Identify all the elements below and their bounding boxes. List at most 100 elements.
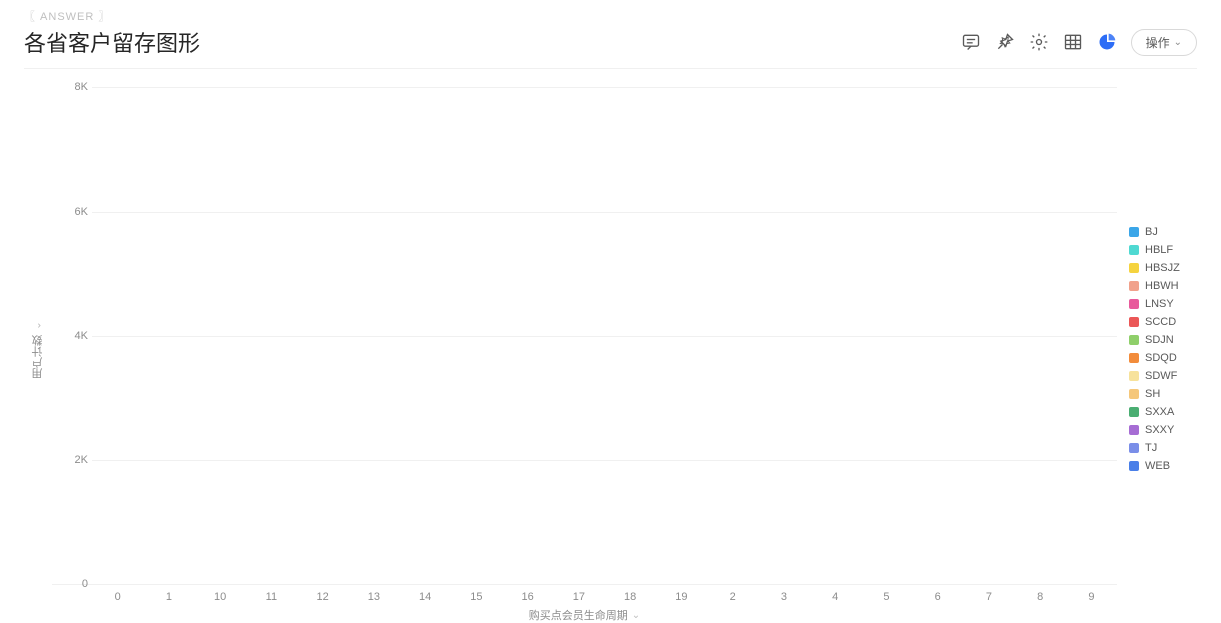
x-tick-label: 12	[297, 585, 348, 603]
legend-item[interactable]: SXXA	[1129, 406, 1197, 418]
legend-item[interactable]: SDQD	[1129, 352, 1197, 364]
legend-item[interactable]: HBWH	[1129, 280, 1197, 292]
legend-swatch	[1129, 263, 1139, 273]
grid-line	[92, 212, 1117, 213]
pin-icon[interactable]	[995, 32, 1015, 52]
legend-swatch	[1129, 335, 1139, 345]
legend-item[interactable]: SDWF	[1129, 370, 1197, 382]
bar-slot	[348, 75, 399, 584]
yaxis-label[interactable]: 用户计数 ⌄	[30, 320, 46, 379]
yaxis-label-col: 用户计数 ⌄	[24, 75, 52, 623]
chart-icon[interactable]	[1097, 32, 1117, 52]
bar-slot	[451, 75, 502, 584]
x-ticks: 011011121314151617181923456789	[92, 585, 1117, 603]
chevron-down-icon: ⌄	[32, 321, 43, 329]
legend-label: SXXA	[1145, 406, 1174, 418]
x-tick-label: 9	[1066, 585, 1117, 603]
y-tick-label: 6K	[52, 206, 88, 218]
bar-slot	[1015, 75, 1066, 584]
plot-area: 02K4K6K8K	[52, 75, 1117, 585]
chevron-down-icon: ⌄	[1174, 37, 1182, 48]
bar-slot	[963, 75, 1014, 584]
bar-slot	[656, 75, 707, 584]
legend-label: SCCD	[1145, 316, 1176, 328]
x-tick-label: 16	[502, 585, 553, 603]
y-tick-label: 2K	[52, 454, 88, 466]
bar-slot	[861, 75, 912, 584]
legend-label: SDQD	[1145, 352, 1177, 364]
chart: 用户计数 ⌄ 02K4K6K8K 01101112131415161718192…	[24, 75, 1197, 623]
legend-label: SDJN	[1145, 334, 1174, 346]
x-tick-label: 4	[810, 585, 861, 603]
bar-slot	[707, 75, 758, 584]
bar-slot	[92, 75, 143, 584]
xaxis-label[interactable]: 购买点会员生命周期 ⌄	[52, 603, 1117, 623]
page-root: 〖 ANSWER 〗 各省客户留存图形 操作 ⌄	[0, 0, 1221, 620]
gear-icon[interactable]	[1029, 32, 1049, 52]
legend-item[interactable]: SXXY	[1129, 424, 1197, 436]
x-tick-label: 14	[400, 585, 451, 603]
bar-slot	[143, 75, 194, 584]
x-tick-label: 10	[195, 585, 246, 603]
grid-line	[92, 584, 1117, 585]
grid-line	[92, 87, 1117, 88]
legend-swatch	[1129, 245, 1139, 255]
legend-label: BJ	[1145, 226, 1158, 238]
legend-item[interactable]: LNSY	[1129, 298, 1197, 310]
legend-swatch	[1129, 443, 1139, 453]
legend-label: SXXY	[1145, 424, 1174, 436]
legend-item[interactable]: SCCD	[1129, 316, 1197, 328]
header: 各省客户留存图形 操作 ⌄	[24, 26, 1197, 69]
table-icon[interactable]	[1063, 32, 1083, 52]
legend-label: WEB	[1145, 460, 1170, 472]
grid-line	[92, 336, 1117, 337]
legend-swatch	[1129, 281, 1139, 291]
x-tick-label: 1	[143, 585, 194, 603]
x-tick-label: 11	[246, 585, 297, 603]
legend-swatch	[1129, 371, 1139, 381]
legend-label: LNSY	[1145, 298, 1174, 310]
legend-item[interactable]: HBLF	[1129, 244, 1197, 256]
bar-slot	[605, 75, 656, 584]
legend-swatch	[1129, 299, 1139, 309]
bar-slot	[912, 75, 963, 584]
x-tick-label: 6	[912, 585, 963, 603]
x-tick-label: 17	[553, 585, 604, 603]
legend-label: SDWF	[1145, 370, 1177, 382]
legend-item[interactable]: BJ	[1129, 226, 1197, 238]
legend-swatch	[1129, 317, 1139, 327]
bar-slot	[758, 75, 809, 584]
x-tick-label: 19	[656, 585, 707, 603]
legend: BJ HBLF HBSJZ HBWH LNSY SCCD SDJN SDQD SDWF SH SXX…	[1117, 75, 1197, 623]
bar-slot	[810, 75, 861, 584]
bar-slot	[297, 75, 348, 584]
legend-label: HBSJZ	[1145, 262, 1180, 274]
action-button-label: 操作	[1146, 34, 1170, 51]
y-tick-label: 4K	[52, 330, 88, 342]
legend-label: SH	[1145, 388, 1160, 400]
legend-label: HBWH	[1145, 280, 1179, 292]
legend-swatch	[1129, 389, 1139, 399]
bars-container	[92, 75, 1117, 584]
x-tick-label: 15	[451, 585, 502, 603]
bar-slot	[400, 75, 451, 584]
toolbar: 操作 ⌄	[961, 29, 1197, 56]
chevron-down-icon: ⌄	[632, 610, 640, 621]
comment-icon[interactable]	[961, 32, 981, 52]
page-title: 各省客户留存图形	[24, 26, 200, 58]
plot-column: 02K4K6K8K 011011121314151617181923456789…	[52, 75, 1117, 623]
x-tick-label: 8	[1015, 585, 1066, 603]
legend-item[interactable]: SDJN	[1129, 334, 1197, 346]
x-tick-label: 2	[707, 585, 758, 603]
legend-item[interactable]: SH	[1129, 388, 1197, 400]
legend-swatch	[1129, 227, 1139, 237]
legend-label: HBLF	[1145, 244, 1173, 256]
action-button[interactable]: 操作 ⌄	[1131, 29, 1197, 56]
y-tick-label: 0	[52, 578, 88, 590]
legend-item[interactable]: WEB	[1129, 460, 1197, 472]
bar-slot	[502, 75, 553, 584]
legend-item[interactable]: TJ	[1129, 442, 1197, 454]
legend-item[interactable]: HBSJZ	[1129, 262, 1197, 274]
x-tick-label: 5	[861, 585, 912, 603]
x-tick-label: 0	[92, 585, 143, 603]
